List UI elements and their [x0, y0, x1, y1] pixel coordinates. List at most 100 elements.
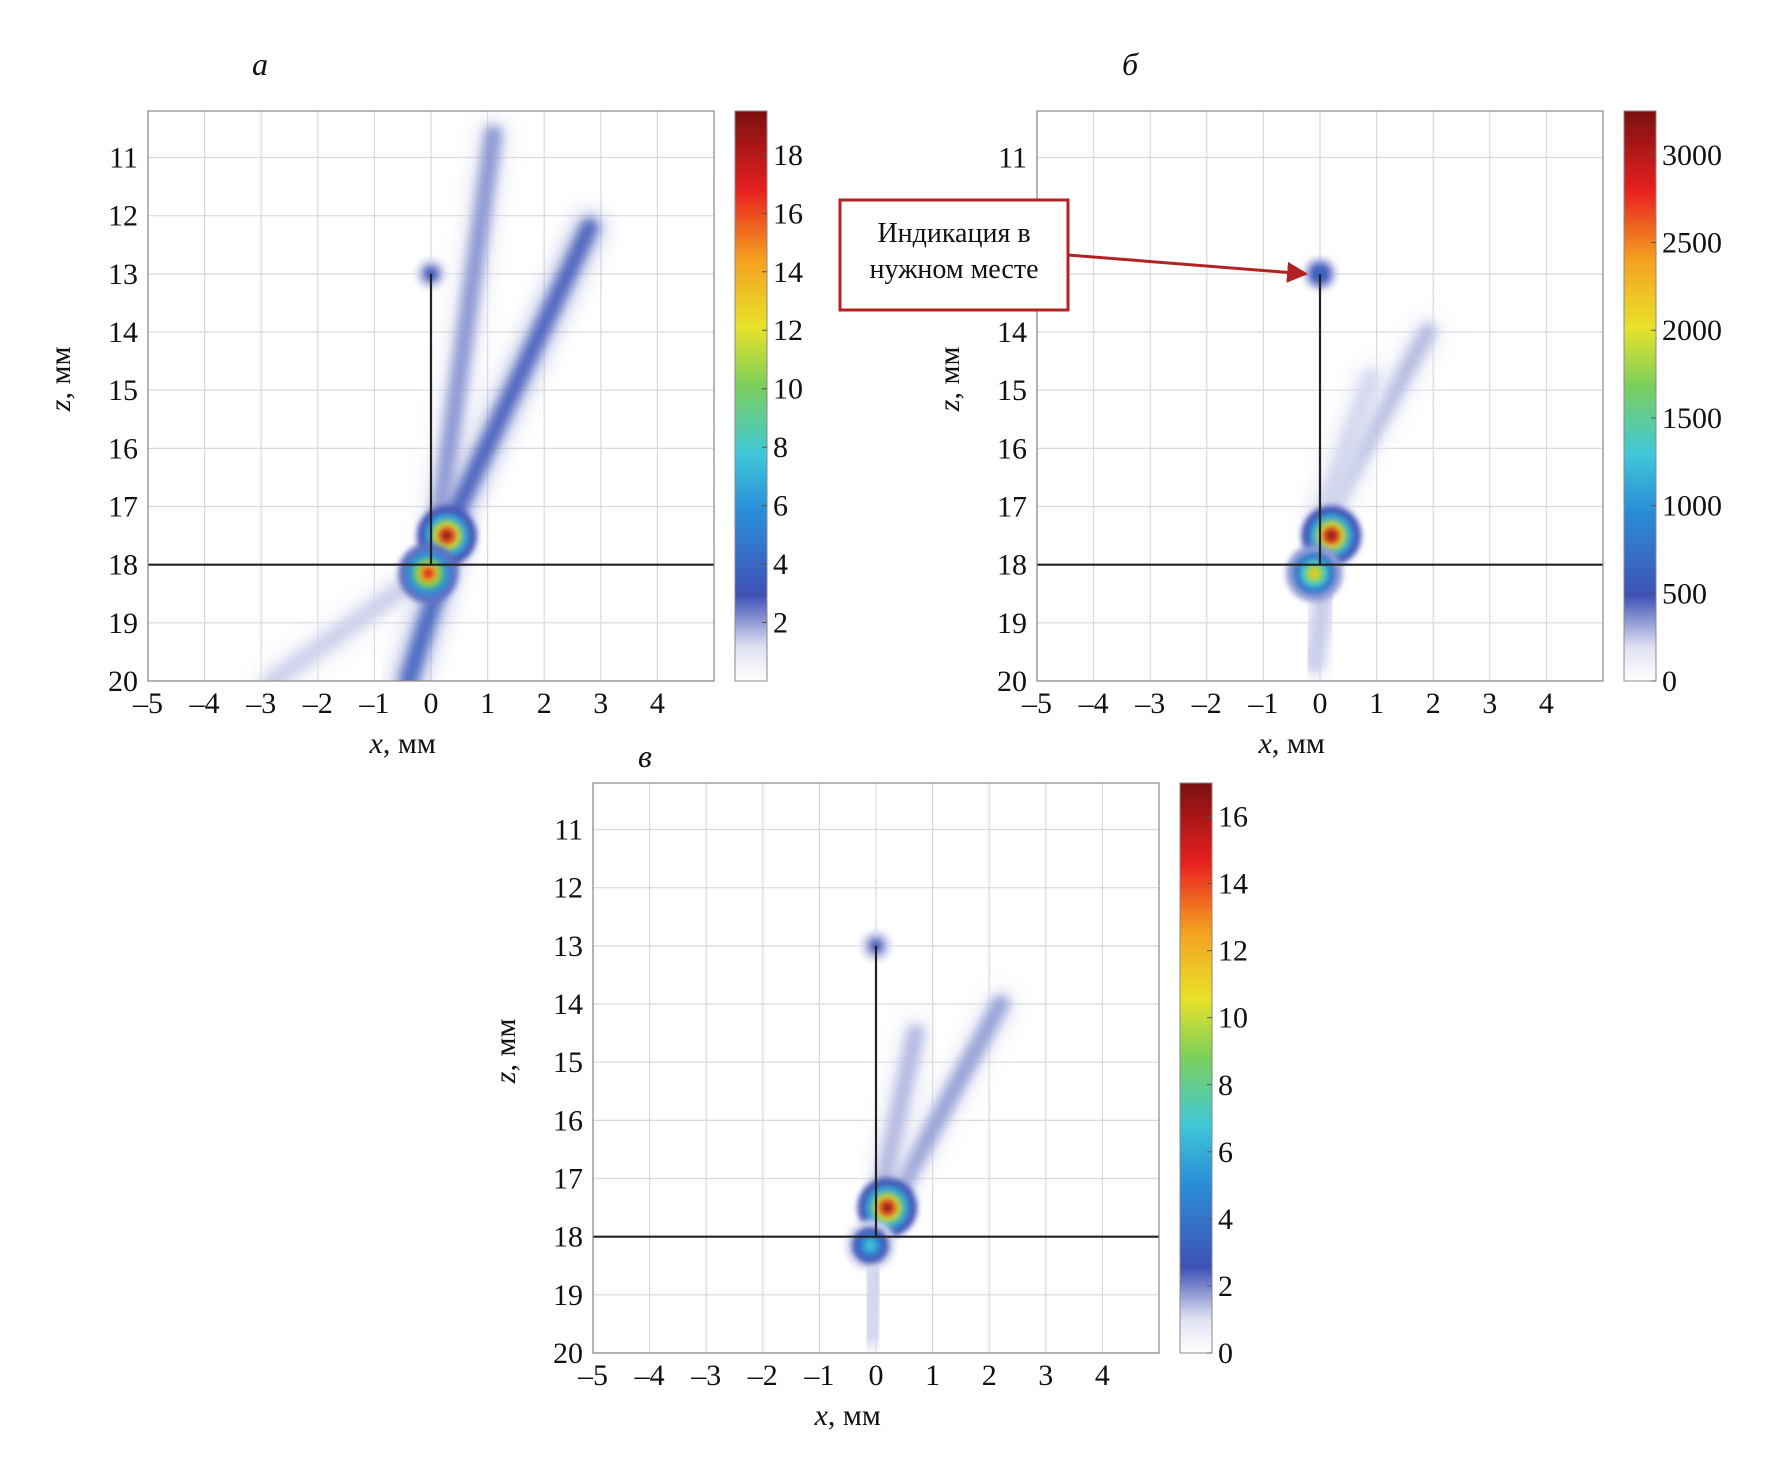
z-tick-label: 20	[553, 1337, 583, 1370]
plot-frame	[1036, 110, 1604, 682]
heatmap	[1285, 257, 1446, 681]
z-tick-label: 16	[553, 1104, 583, 1137]
panel-letter: а	[252, 46, 268, 82]
streak	[263, 567, 429, 681]
annotation-arrow	[1067, 253, 1309, 283]
x-tick-label: 4	[1539, 687, 1554, 720]
x-tick-label: 1	[1369, 687, 1384, 720]
z-tick-label: 19	[108, 607, 138, 640]
blob	[423, 568, 434, 579]
x-tick-label: –4	[189, 687, 220, 720]
z-tick-label: 11	[554, 814, 583, 847]
x-tick-label: –5	[577, 1359, 608, 1392]
x-tick-label: –1	[358, 687, 389, 720]
blob	[1316, 270, 1324, 278]
x-tick-label: –2	[1191, 687, 1222, 720]
z-tick-label: 15	[108, 374, 138, 407]
z-tick-label: 15	[553, 1046, 583, 1079]
streak	[883, 995, 1010, 1211]
colorbar: 2 4 6 8 10 12 14 16 18	[734, 110, 803, 682]
z-tick-label: 17	[108, 491, 138, 524]
z-tick-label: 19	[553, 1279, 583, 1312]
z-tick-label: 18	[997, 549, 1027, 582]
z-tick-label: 14	[553, 988, 583, 1021]
colorbar-tick-label: 18	[773, 139, 803, 172]
panel-letter: в	[638, 738, 652, 774]
z-tick-label: 18	[553, 1221, 583, 1254]
colorbar-tick-label: 6	[773, 490, 788, 523]
z-tick-label: 16	[997, 432, 1027, 465]
annotation-text: нужном месте	[869, 254, 1038, 285]
z-tick-label: 12	[108, 200, 138, 233]
streak	[427, 125, 503, 545]
x-tick-label: –4	[634, 1359, 665, 1392]
annotation: Индикация в нужном месте	[838, 198, 1309, 312]
z-axis-label: z, мм	[489, 1019, 522, 1085]
colorbar-tick-label: 10	[1218, 1002, 1248, 1035]
z-axis-label: z, мм	[933, 347, 966, 413]
x-tick-label: 3	[1038, 1359, 1053, 1392]
colorbar-tick-label: 500	[1662, 577, 1707, 610]
streak	[1311, 369, 1380, 533]
annotation-text: Индикация в	[877, 218, 1030, 249]
z-tick-label: 20	[997, 665, 1027, 698]
colorbar-tick-label: 12	[773, 314, 803, 347]
z-tick-label: 17	[553, 1163, 583, 1196]
colorbar-tick-label: 2000	[1662, 314, 1722, 347]
z-tick-label: 18	[108, 549, 138, 582]
x-tick-label: 2	[1426, 687, 1441, 720]
plot-frame	[592, 782, 1160, 1354]
blob	[1326, 530, 1337, 541]
colorbar-tick-label: 4	[773, 548, 788, 581]
x-tick-label: –1	[803, 1359, 834, 1392]
x-tick-label: –3	[245, 687, 276, 720]
colorbar-gradient	[1179, 782, 1213, 1354]
colorbar-tick-label: 3000	[1662, 139, 1722, 172]
x-tick-label: –4	[1078, 687, 1109, 720]
colorbar: 0 500 1000 1500 2000 2500 3000	[1623, 110, 1722, 698]
z-tick-label: 13	[108, 258, 138, 291]
z-tick-label: 16	[108, 432, 138, 465]
z-tick-label: 12	[553, 872, 583, 905]
x-tick-label: –2	[747, 1359, 778, 1392]
z-tick-label: 17	[997, 491, 1027, 524]
colorbar-tick-label: 16	[773, 197, 803, 230]
colorbar-tick-label: 8	[1218, 1069, 1233, 1102]
heatmap	[254, 116, 608, 681]
x-tick-label: 3	[1482, 687, 1497, 720]
colorbar-gradient	[1623, 110, 1657, 682]
colorbar: 0 2 4 6 8 10 12 14 16	[1179, 782, 1248, 1370]
colorbar-tick-label: 14	[773, 256, 803, 289]
z-tick-label: 11	[109, 142, 138, 175]
z-tick-label: 11	[998, 142, 1027, 175]
blob	[866, 1241, 875, 1250]
x-tick-label: 1	[925, 1359, 940, 1392]
z-tick-label: 14	[108, 316, 138, 349]
blob	[441, 530, 452, 541]
colorbar-tick-label: 8	[773, 431, 788, 464]
x-tick-label: 4	[1095, 1359, 1110, 1392]
x-tick-label: 4	[650, 687, 665, 720]
colorbar-tick-label: 2	[1218, 1270, 1233, 1303]
panel-letter: б	[1122, 46, 1139, 82]
x-tick-label: 0	[869, 1359, 884, 1392]
x-tick-label: –2	[302, 687, 333, 720]
colorbar-tick-label: 10	[773, 373, 803, 406]
x-tick-label: 1	[480, 687, 495, 720]
x-tick-label: 0	[424, 687, 439, 720]
blob	[427, 270, 435, 278]
colorbar-tick-label: 14	[1218, 868, 1248, 901]
blob	[1309, 568, 1320, 579]
x-tick-label: 0	[1313, 687, 1328, 720]
blob	[882, 1202, 893, 1213]
z-axis-label: z, мм	[44, 347, 77, 413]
colorbar-tick-label: 16	[1218, 801, 1248, 834]
x-axis-label: x, мм	[814, 1399, 881, 1432]
x-tick-label: –3	[1134, 687, 1165, 720]
streak	[872, 1024, 925, 1200]
colorbar-tick-label: 1000	[1662, 490, 1722, 523]
